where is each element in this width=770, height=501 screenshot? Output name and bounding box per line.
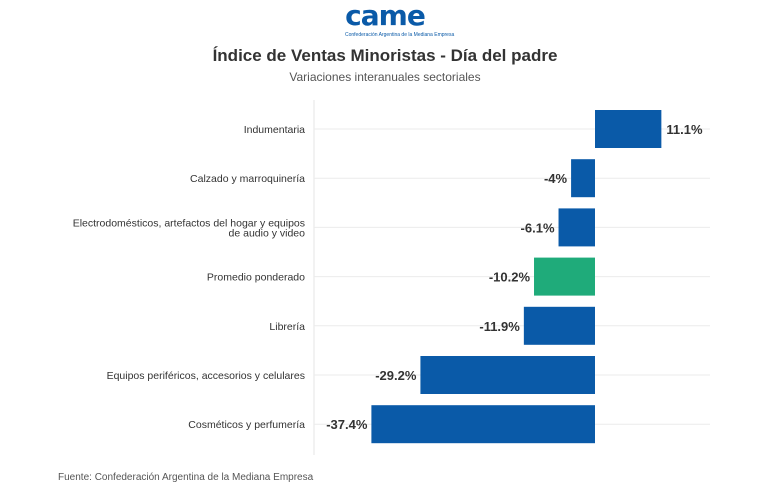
bar [534,257,595,296]
bar [371,405,595,444]
category-label: Cosméticos y perfumería [188,419,305,431]
data-label: -10.2% [489,270,531,285]
came-logo: came Confederación Argentina de la Media… [345,0,455,42]
chart-title: Índice de Ventas Minoristas - Día del pa… [212,46,558,65]
bar [595,110,662,148]
data-label: -11.9% [479,319,520,334]
category-label: Calzado y marroquinería [190,173,305,185]
data-label: 11.1% [666,122,703,137]
data-label: -4% [544,171,568,186]
bar [523,306,595,345]
category-label: Librería [269,321,305,333]
data-label: -29.2% [375,368,417,383]
source-note: Fuente: Confederación Argentina de la Me… [58,472,314,483]
data-label: -6.1% [521,220,555,235]
chart-subtitle: Variaciones interanuales sectoriales [289,70,481,84]
data-label: -37.4% [326,417,368,432]
logo-mark: came [345,0,426,32]
logo-tagline: Confederación Argentina de la Mediana Em… [345,32,455,38]
category-label: Indumentaria [244,124,305,136]
bar [571,159,595,198]
bar [558,208,595,247]
category-label: Equipos periféricos, accesorios y celula… [107,370,305,382]
category-label: Electrodomésticos, artefactos del hogar … [73,217,305,239]
bar [420,356,595,394]
category-label: Promedio ponderado [207,272,305,284]
